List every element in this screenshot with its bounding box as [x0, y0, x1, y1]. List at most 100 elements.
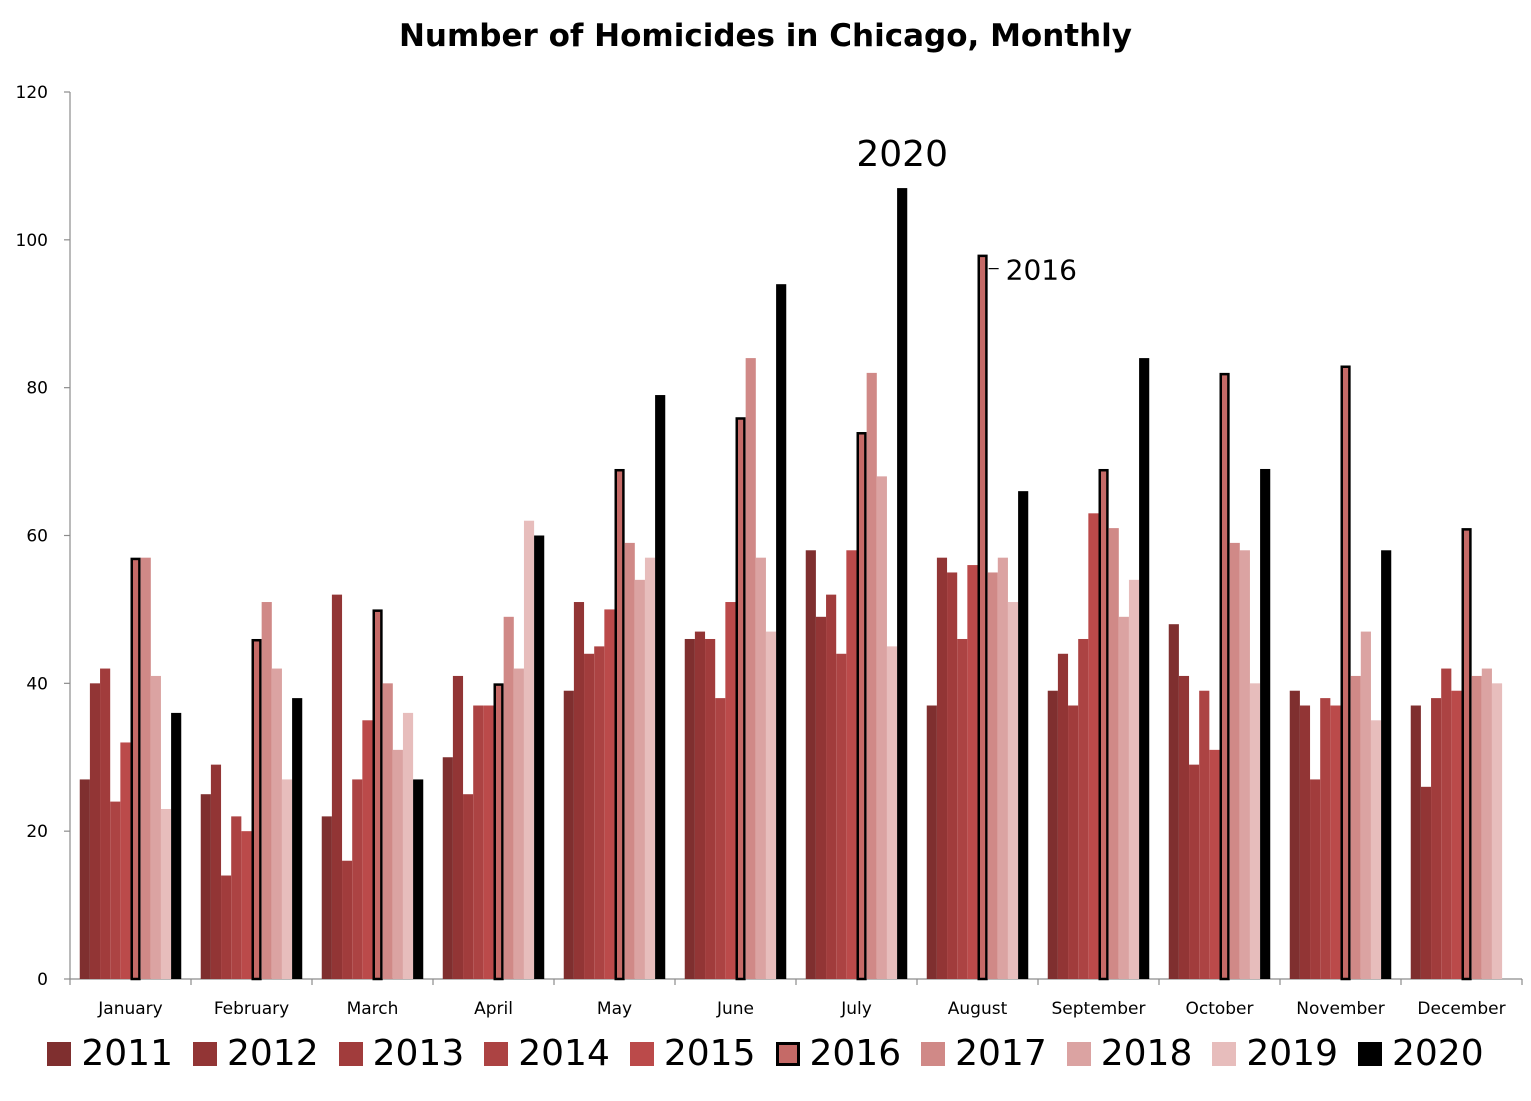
bar-2013-february	[221, 875, 232, 979]
x-tick-label: May	[597, 999, 632, 1019]
bar-2016-november	[1340, 365, 1351, 981]
bar-2015-july	[846, 550, 857, 979]
bar-2020-may	[655, 395, 666, 979]
bar-2016-july	[856, 432, 867, 981]
x-tick-label: January	[97, 999, 162, 1019]
bar-2012-november	[1299, 705, 1311, 979]
bar-2017-november	[1350, 675, 1361, 979]
bar-2017-may	[624, 542, 635, 979]
bar-2020-june	[776, 284, 787, 979]
bar-2016-october	[1219, 372, 1230, 981]
bar-2015-february	[241, 831, 252, 979]
y-tick-label: 80	[26, 379, 48, 399]
bar-2014-march	[352, 779, 363, 979]
bar-2015-august	[967, 565, 978, 979]
bar-2015-march	[362, 720, 373, 979]
bar-2018-march	[392, 749, 403, 979]
bar-2014-february	[231, 816, 242, 979]
bar-2015-january	[120, 742, 131, 979]
bar-2014-august	[957, 638, 968, 979]
x-tick-label: April	[474, 999, 513, 1019]
bar-2013-january	[100, 668, 111, 979]
axes: 0 20 40 60 80 100 120 January February March April…	[16, 83, 1523, 1019]
bar-2011-may	[563, 690, 574, 979]
bar-2015-may	[604, 609, 615, 979]
bar-2013-august	[947, 572, 958, 979]
bar-2012-august	[936, 557, 948, 979]
bar-2017-april	[503, 616, 514, 979]
bar-2017-february	[261, 602, 272, 979]
bar-2018-february	[271, 668, 282, 979]
bar-2018-october	[1239, 550, 1250, 979]
bar-2018-january	[150, 675, 161, 979]
y-tick-label: 120	[16, 83, 48, 103]
bar-2015-june	[725, 602, 736, 979]
bar-2017-june	[745, 358, 756, 980]
x-tick-label: December	[1417, 999, 1505, 1019]
bar-2011-march	[321, 816, 332, 979]
bar-2014-january	[110, 801, 121, 979]
bar-2011-july	[805, 550, 816, 979]
bar-2011-october	[1168, 624, 1179, 979]
legend-entry-2012: 2012	[193, 1032, 319, 1076]
legend-swatch-2014	[484, 1042, 509, 1066]
bar-2016-january	[130, 557, 141, 981]
bar-2016-august	[977, 254, 988, 981]
bar-2019-march	[402, 712, 414, 979]
bar-2012-april	[452, 675, 464, 979]
bar-2020-march	[413, 779, 424, 979]
bar-2018-december	[1481, 668, 1492, 979]
bar-2018-june	[755, 557, 766, 979]
bar-2013-october	[1189, 764, 1200, 979]
legend-swatch-2019	[1212, 1042, 1237, 1066]
bar-2011-june	[684, 638, 695, 979]
bar-2015-september	[1088, 513, 1099, 979]
chart-title: Number of Homicides in Chicago, Monthly	[398, 18, 1133, 54]
bar-2012-december	[1420, 786, 1432, 979]
bar-2017-september	[1108, 528, 1119, 979]
x-tick-label: September	[1052, 999, 1146, 1019]
bar-2018-may	[634, 579, 645, 979]
bar-2013-april	[463, 794, 474, 979]
bar-2020-september	[1139, 358, 1150, 980]
bar-2020-july	[897, 188, 908, 979]
bar-2013-july	[826, 594, 837, 979]
bar-2011-august	[926, 705, 937, 979]
legend-label-2012: 2012	[227, 1033, 319, 1074]
legend-label-2014: 2014	[518, 1033, 610, 1074]
y-tick-label: 60	[26, 527, 48, 547]
bar-2011-september	[1047, 690, 1058, 979]
bar-2019-april	[523, 520, 535, 979]
bar-2012-july	[815, 616, 827, 979]
bar-2016-may	[614, 468, 625, 981]
legend-entry-2018: 2018	[1066, 1032, 1192, 1076]
bar-2018-november	[1360, 631, 1371, 979]
bar-2018-april	[513, 668, 524, 979]
bar-2014-may	[594, 646, 605, 979]
bar-2013-june	[705, 638, 716, 979]
bar-2013-november	[1310, 779, 1321, 979]
bars	[79, 188, 1503, 981]
bar-2018-september	[1118, 616, 1129, 979]
bar-2019-february	[281, 779, 293, 979]
legend-label-2011: 2011	[81, 1033, 173, 1074]
legend-label-2016: 2016	[809, 1033, 902, 1074]
bar-2013-may	[584, 653, 595, 979]
bar-2016-march	[372, 609, 383, 981]
bar-2019-october	[1249, 683, 1261, 979]
bar-2015-december	[1451, 690, 1462, 979]
bar-2012-january	[89, 683, 101, 979]
x-tick-label: March	[347, 999, 399, 1019]
legend-label-2013: 2013	[372, 1033, 465, 1074]
bar-2019-may	[644, 557, 656, 979]
legend-swatch-2012	[193, 1042, 217, 1066]
annotation-2020-peak: 2020	[856, 134, 948, 175]
legend-swatch-2016	[775, 1042, 800, 1066]
bar-2020-august	[1018, 491, 1029, 979]
legend-entry-2016: 2016	[775, 1032, 902, 1076]
bar-2015-october	[1209, 749, 1220, 979]
legend-label-2020: 2020	[1392, 1033, 1484, 1074]
bar-2015-april	[483, 705, 494, 979]
bar-2011-december	[1410, 705, 1421, 979]
